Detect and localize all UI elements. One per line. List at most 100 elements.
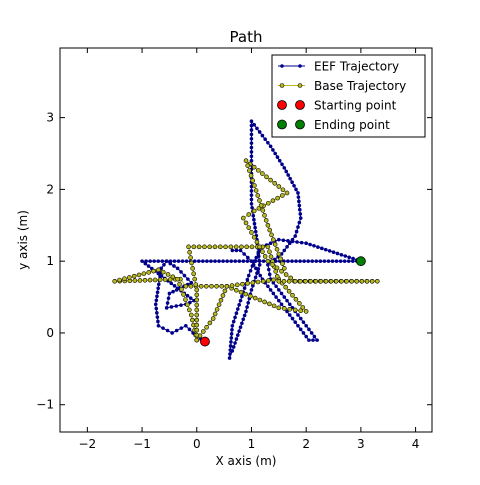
- eef-trajectory-marker: [170, 331, 174, 335]
- eef-trajectory-marker: [249, 197, 254, 202]
- eef-trajectory-marker: [296, 191, 300, 195]
- eef-trajectory-marker: [249, 141, 254, 145]
- base-trajectory-marker: [260, 171, 265, 176]
- x-tick-label: 0: [193, 437, 201, 451]
- base-trajectory-marker: [276, 251, 282, 257]
- base-trajectory-marker: [223, 244, 228, 250]
- eef-trajectory-marker: [169, 281, 174, 286]
- eef-trajectory-marker: [249, 288, 254, 292]
- base-trajectory-marker: [256, 206, 262, 211]
- eef-trajectory-marker: [249, 150, 254, 154]
- x-tick-label: 4: [412, 437, 420, 451]
- base-trajectory-marker: [183, 297, 188, 302]
- eef-trajectory-marker: [225, 259, 229, 263]
- base-trajectory-marker: [146, 270, 152, 275]
- base-trajectory-marker: [290, 292, 295, 298]
- base-trajectory-marker: [198, 283, 204, 289]
- eef-trajectory-marker: [347, 255, 351, 260]
- eef-trajectory-marker: [249, 136, 254, 141]
- eef-trajectory-marker: [186, 277, 190, 281]
- base-trajectory-marker: [224, 283, 230, 289]
- eef-trajectory-marker: [231, 345, 236, 349]
- base-trajectory-marker: [245, 163, 250, 168]
- base-trajectory-marker: [276, 305, 282, 311]
- eef-trajectory-marker: [205, 259, 209, 263]
- base-trajectory-legend-marker: [297, 83, 303, 88]
- base-trajectory-marker: [243, 291, 249, 297]
- base-trajectory-marker: [137, 278, 143, 283]
- base-trajectory-marker: [255, 279, 261, 285]
- eef-trajectory-marker: [156, 286, 160, 291]
- x-tick-label: −1: [133, 437, 151, 451]
- eef-trajectory-marker: [297, 207, 302, 212]
- eef-trajectory-marker: [282, 248, 287, 253]
- base-trajectory-marker: [339, 278, 344, 284]
- eef-trajectory-marker: [255, 126, 259, 131]
- eef-trajectory-marker: [240, 294, 244, 299]
- eef-trajectory-marker: [268, 288, 273, 292]
- eef-trajectory-marker: [301, 331, 306, 335]
- base-trajectory-marker: [364, 278, 370, 284]
- eef-trajectory-marker: [174, 304, 179, 308]
- base-trajectory-marker: [266, 278, 271, 283]
- eef-trajectory-marker: [252, 221, 257, 226]
- base-trajectory-marker: [271, 277, 276, 283]
- eef-trajectory-marker: [235, 333, 240, 337]
- eef-trajectory-marker: [256, 250, 261, 255]
- eef-trajectory-marker: [249, 158, 254, 163]
- base-trajectory-marker: [243, 158, 249, 163]
- base-trajectory-marker: [152, 277, 158, 283]
- eef-trajectory-marker: [155, 315, 160, 319]
- base-trajectory-marker: [254, 239, 260, 245]
- base-trajectory-marker: [279, 268, 284, 274]
- eef-trajectory-marker: [290, 259, 294, 263]
- eef-trajectory-marker: [242, 313, 247, 318]
- eef-trajectory-marker: [297, 199, 301, 204]
- eef-trajectory-marker: [252, 123, 257, 127]
- eef-trajectory-marker: [298, 327, 303, 332]
- eef-trajectory-marker: [257, 258, 262, 263]
- base-trajectory-marker: [249, 230, 254, 235]
- base-trajectory-marker: [292, 278, 298, 284]
- eef-trajectory-marker: [266, 284, 270, 289]
- base-trajectory-marker: [263, 218, 269, 223]
- y-tick-label: 2: [46, 182, 54, 196]
- eef-trajectory-marker: [228, 344, 233, 348]
- eef-trajectory-marker: [296, 195, 301, 199]
- base-trajectory-marker: [292, 307, 298, 313]
- eef-trajectory-marker: [245, 277, 250, 282]
- eef-trajectory-marker: [161, 326, 165, 330]
- eef-trajectory-marker: [311, 338, 315, 342]
- eef-trajectory-marker: [304, 241, 308, 246]
- base-trajectory-marker: [272, 180, 278, 186]
- eef-trajectory-marker: [339, 252, 344, 257]
- base-trajectory-marker: [141, 271, 147, 276]
- base-trajectory-marker: [234, 282, 240, 288]
- starting-point-legend-marker: [295, 100, 305, 110]
- base-trajectory-marker: [157, 277, 163, 283]
- eef-trajectory-marker: [251, 213, 256, 218]
- base-trajectory-marker: [256, 168, 261, 173]
- eef-trajectory-marker: [201, 259, 205, 263]
- x-tick-label: −2: [79, 437, 97, 451]
- eef-trajectory-marker: [246, 255, 250, 260]
- base-trajectory-marker: [265, 200, 271, 206]
- eef-trajectory-marker: [217, 259, 221, 263]
- eef-trajectory-marker: [156, 271, 161, 276]
- axes-layer: −2 −1 0 1 2 3 4 −1 0 1 2 3: [36, 48, 432, 451]
- eef-trajectory-marker: [277, 298, 281, 303]
- eef-trajectory-legend-label: EEF Trajectory: [314, 60, 399, 74]
- eef-trajectory-marker: [326, 259, 331, 263]
- base-trajectory-marker: [185, 302, 190, 308]
- eef-trajectory-marker: [280, 162, 284, 167]
- eef-trajectory-marker: [258, 273, 263, 278]
- eef-trajectory-marker: [237, 329, 241, 333]
- eef-trajectory-marker: [287, 313, 292, 317]
- base-trajectory-marker: [281, 306, 287, 311]
- eef-trajectory-marker: [230, 248, 235, 253]
- base-trajectory-marker: [271, 303, 277, 309]
- base-trajectory-marker: [194, 307, 200, 313]
- base-trajectory-marker: [262, 254, 268, 259]
- eef-trajectory-marker: [338, 259, 343, 263]
